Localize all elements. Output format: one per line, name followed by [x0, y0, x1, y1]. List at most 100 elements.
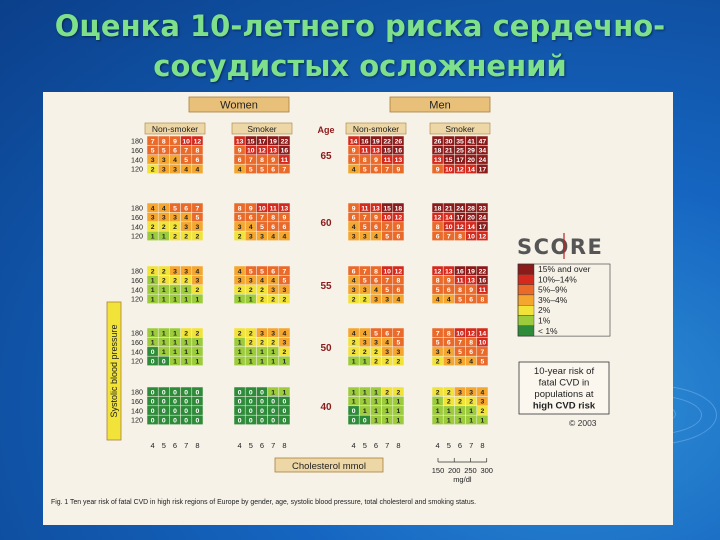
- risk-cell-value: 2: [162, 278, 166, 285]
- risk-cell-value: 14: [445, 215, 453, 222]
- risk-cell-value: 2: [363, 297, 367, 304]
- risk-cell-value: 13: [281, 205, 289, 212]
- risk-cell-value: 3: [271, 287, 275, 294]
- risk-cell-value: 0: [249, 418, 253, 425]
- sbp-tick-label: 180: [131, 388, 143, 397]
- risk-cell-value: 1: [397, 418, 401, 425]
- risk-cell-value: 0: [173, 408, 177, 415]
- risk-cell-value: 5: [363, 167, 367, 174]
- risk-cell-value: 9: [271, 157, 275, 164]
- risk-cell-value: 6: [271, 224, 275, 231]
- risk-cell-value: 7: [458, 340, 462, 347]
- sbp-tick-label: 120: [131, 232, 143, 241]
- risk-cell-value: 2: [184, 234, 188, 241]
- risk-cell-value: 5: [374, 330, 378, 337]
- risk-cell-value: 8: [196, 148, 200, 155]
- risk-cell-value: 0: [173, 418, 177, 425]
- risk-cell-value: 13: [434, 157, 442, 164]
- smoking-header-box: [144, 122, 206, 135]
- risk-cell-value: 8: [271, 215, 275, 222]
- risk-cell-value: 0: [173, 399, 177, 406]
- risk-cell-value: 13: [372, 148, 380, 155]
- risk-cell-value: 4: [238, 167, 242, 174]
- risk-cell-value: 5: [260, 167, 264, 174]
- risk-cell-value: 2: [151, 268, 155, 275]
- risk-cell-value: 10: [383, 268, 391, 275]
- slide-title-line-1: Оценка 10-летнего риска сердечно-: [54, 9, 666, 43]
- risk-cell-value: 8: [469, 340, 473, 347]
- risk-cell-value: 5: [196, 215, 200, 222]
- risk-cell-value: 19: [372, 138, 380, 145]
- risk-cell-value: 1: [363, 389, 367, 396]
- risk-cell-value: 35: [456, 138, 464, 145]
- risk-cell-value: 2: [260, 340, 264, 347]
- risk-cell-value: 25: [456, 148, 464, 155]
- risk-cell-value: 10: [445, 167, 453, 174]
- cholesterol-tick-label: 7: [271, 441, 275, 450]
- sbp-tick-label: 140: [131, 285, 143, 294]
- risk-cell-value: 8: [363, 157, 367, 164]
- risk-cell-value: 2: [283, 349, 287, 356]
- risk-cell-value: 6: [447, 340, 451, 347]
- score-figure: Women Men Non-smoker Smoker Non-smoker Smoker…: [43, 92, 673, 525]
- risk-cell-value: 21: [445, 205, 453, 212]
- risk-cell-value: 2: [385, 359, 389, 366]
- legend-swatch: [517, 274, 535, 285]
- risk-cell-value: 12: [456, 224, 464, 231]
- legend-label: 2%: [538, 305, 551, 315]
- risk-cell-value: 0: [260, 399, 264, 406]
- risk-cell-value: 0: [271, 408, 275, 415]
- risk-cell-value: 7: [196, 205, 200, 212]
- risk-cell: [476, 414, 489, 425]
- risk-cell-value: 4: [469, 359, 473, 366]
- legend-caption-line: populations at: [534, 389, 594, 400]
- risk-cell-value: 18: [395, 205, 403, 212]
- cholesterol-tick-label: 5: [162, 441, 166, 450]
- risk-cell-value: 0: [260, 418, 264, 425]
- risk-cell-value: 13: [467, 278, 475, 285]
- sbp-tick-label: 120: [131, 416, 143, 425]
- mgdl-tick-label: 150: [432, 466, 445, 475]
- risk-cell-value: 1: [271, 389, 275, 396]
- risk-cell-value: 1: [196, 340, 200, 347]
- risk-cell-value: 1: [385, 408, 389, 415]
- risk-cell-value: 3: [352, 287, 356, 294]
- risk-cell-value: 11: [281, 157, 288, 164]
- risk-cell-value: 3: [385, 349, 389, 356]
- sbp-tick-label: 120: [131, 295, 143, 304]
- risk-cell-value: 12: [467, 330, 475, 337]
- risk-cell: [191, 355, 204, 366]
- risk-cell-value: 2: [374, 359, 378, 366]
- risk-cell-value: 0: [162, 399, 166, 406]
- score-logo: SCORE: [517, 235, 603, 259]
- legend-label: 3%–4%: [538, 295, 568, 305]
- risk-cell-value: 3: [458, 389, 462, 396]
- risk-cell-value: 1: [238, 349, 242, 356]
- smoking-header-label: Non-smoker: [353, 124, 399, 134]
- risk-cell-value: 2: [196, 234, 200, 241]
- risk-cell-value: 8: [458, 234, 462, 241]
- risk-cell-value: 7: [249, 157, 253, 164]
- risk-cell-value: 2: [458, 399, 462, 406]
- risk-cell-value: 24: [456, 205, 464, 212]
- risk-cell-value: 10: [383, 215, 391, 222]
- risk-cell: [278, 163, 291, 174]
- risk-cell-value: 16: [395, 148, 403, 155]
- legend-swatch: [517, 294, 535, 306]
- risk-cell-value: 0: [271, 418, 275, 425]
- sbp-tick-label: 120: [131, 165, 143, 174]
- risk-cell-value: 9: [374, 215, 378, 222]
- risk-cell-value: 6: [249, 215, 253, 222]
- risk-cell-value: 2: [352, 349, 356, 356]
- risk-cell-value: 5: [481, 359, 485, 366]
- age-label: 65: [320, 151, 332, 162]
- risk-cell-value: 1: [249, 297, 253, 304]
- risk-cell-value: 4: [385, 340, 389, 347]
- risk-cell-value: 0: [249, 408, 253, 415]
- legend-label: 15% and over: [538, 264, 591, 274]
- risk-cell-value: 9: [238, 148, 242, 155]
- risk-cell-value: 2: [196, 330, 200, 337]
- risk-cell-value: 2: [352, 340, 356, 347]
- risk-cell-value: 12: [395, 215, 403, 222]
- legend-frame: [517, 263, 611, 337]
